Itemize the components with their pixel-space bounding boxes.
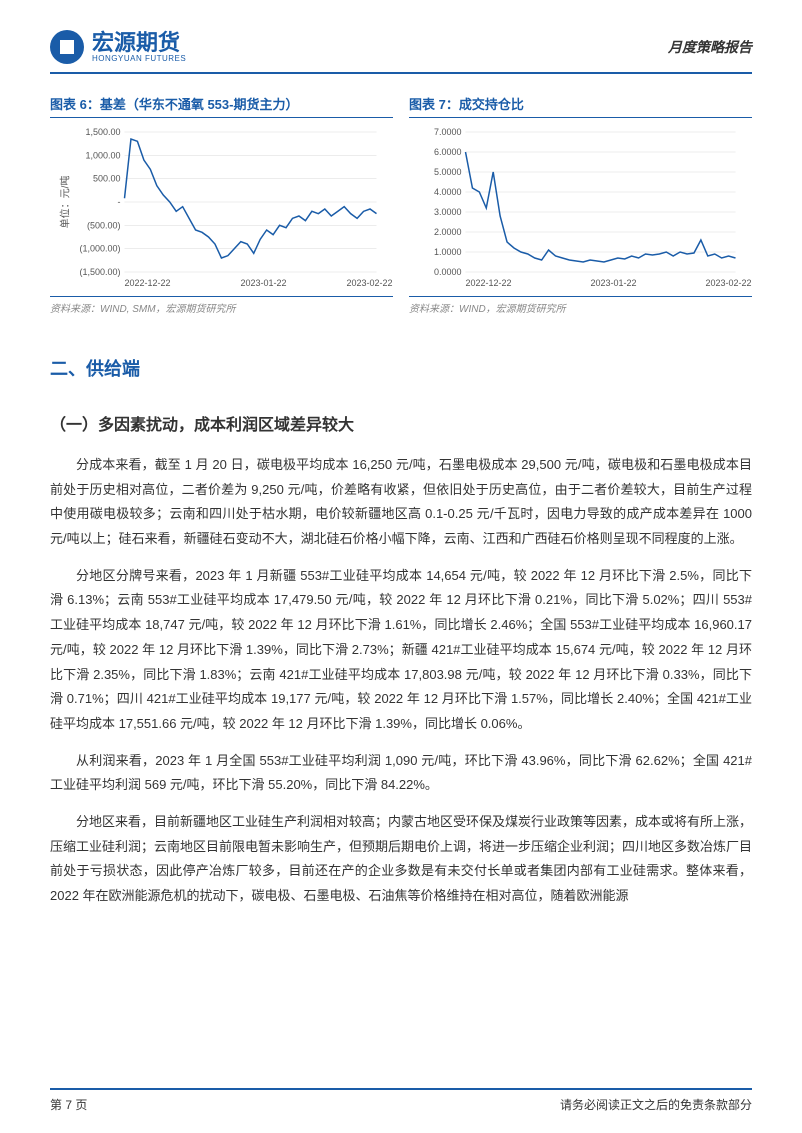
chart-6-title: 图表 6：基差（华东不通氧 553-期货主力） <box>50 94 393 118</box>
svg-text:2023-02-22: 2023-02-22 <box>347 278 393 288</box>
svg-text:3.0000: 3.0000 <box>434 207 462 217</box>
page-number: 第 7 页 <box>50 1096 87 1113</box>
section-heading-2: （一）多因素扰动，成本利润区域差异较大 <box>50 411 752 435</box>
charts-row: 图表 6：基差（华东不通氧 553-期货主力） 1,500.00 1,000.00… <box>50 94 752 315</box>
paragraph-1: 分成本来看，截至 1 月 20 日，碳电极平均成本 16,250 元/吨，石墨电… <box>50 453 752 552</box>
paragraph-4: 分地区来看，目前新疆地区工业硅生产利润相对较高；内蒙古地区受环保及煤炭行业政策等… <box>50 810 752 909</box>
svg-text:500.00: 500.00 <box>93 174 121 184</box>
svg-text:1.0000: 1.0000 <box>434 247 462 257</box>
logo-block: 宏源期货 HONGYUAN FUTURES <box>50 30 186 64</box>
svg-text:4.0000: 4.0000 <box>434 187 462 197</box>
svg-text:2.0000: 2.0000 <box>434 227 462 237</box>
page-footer: 第 7 页 请务必阅读正文之后的免责条款部分 <box>50 1088 752 1113</box>
svg-text:5.0000: 5.0000 <box>434 167 462 177</box>
svg-text:2023-01-22: 2023-01-22 <box>241 278 287 288</box>
paragraph-3: 从利润来看，2023 年 1 月全国 553#工业硅平均利润 1,090 元/吨… <box>50 749 752 798</box>
svg-text:2023-01-22: 2023-01-22 <box>591 278 637 288</box>
chart-7-box: 图表 7：成交持仓比 7.0000 6.0000 5.0000 4.0000 3.000… <box>409 94 752 315</box>
section-heading-1: 二、供给端 <box>50 355 752 381</box>
page-header: 宏源期货 HONGYUAN FUTURES 月度策略报告 <box>50 30 752 74</box>
disclaimer: 请务必阅读正文之后的免责条款部分 <box>560 1096 752 1113</box>
chart-7-title: 图表 7：成交持仓比 <box>409 94 752 118</box>
svg-text:0.0000: 0.0000 <box>434 267 462 277</box>
logo-text-en: HONGYUAN FUTURES <box>92 54 186 63</box>
paragraph-2: 分地区分牌号来看，2023 年 1 月新疆 553#工业硅平均成本 14,654… <box>50 564 752 737</box>
svg-text:6.0000: 6.0000 <box>434 147 462 157</box>
svg-text:2022-12-22: 2022-12-22 <box>125 278 171 288</box>
chart-7-source: 资料来源：WIND，宏源期货研究所 <box>409 296 752 315</box>
svg-text:-: - <box>118 197 121 207</box>
chart-6-source: 资料来源：WIND, SMM，宏源期货研究所 <box>50 296 393 315</box>
logo-icon <box>50 30 84 64</box>
svg-text:1,000.00: 1,000.00 <box>85 150 120 160</box>
svg-text:(1,000.00): (1,000.00) <box>79 244 120 254</box>
svg-text:2022-12-22: 2022-12-22 <box>466 278 512 288</box>
chart-6-plot: 1,500.00 1,000.00 500.00 - (500.00) (1,000.00… <box>50 124 393 294</box>
svg-text:(1,500.00): (1,500.00) <box>79 267 120 277</box>
report-type: 月度策略报告 <box>668 37 752 57</box>
chart-7-plot: 7.0000 6.0000 5.0000 4.0000 3.0000 2.0000 1.00… <box>409 124 752 294</box>
svg-text:7.0000: 7.0000 <box>434 127 462 137</box>
svg-text:1,500.00: 1,500.00 <box>85 127 120 137</box>
chart-6-box: 图表 6：基差（华东不通氧 553-期货主力） 1,500.00 1,000.00… <box>50 94 393 315</box>
svg-text:单位：元/吨: 单位：元/吨 <box>59 176 72 229</box>
svg-text:(500.00): (500.00) <box>87 220 121 230</box>
svg-text:2023-02-22: 2023-02-22 <box>706 278 752 288</box>
logo-text-cn: 宏源期货 <box>92 32 186 54</box>
